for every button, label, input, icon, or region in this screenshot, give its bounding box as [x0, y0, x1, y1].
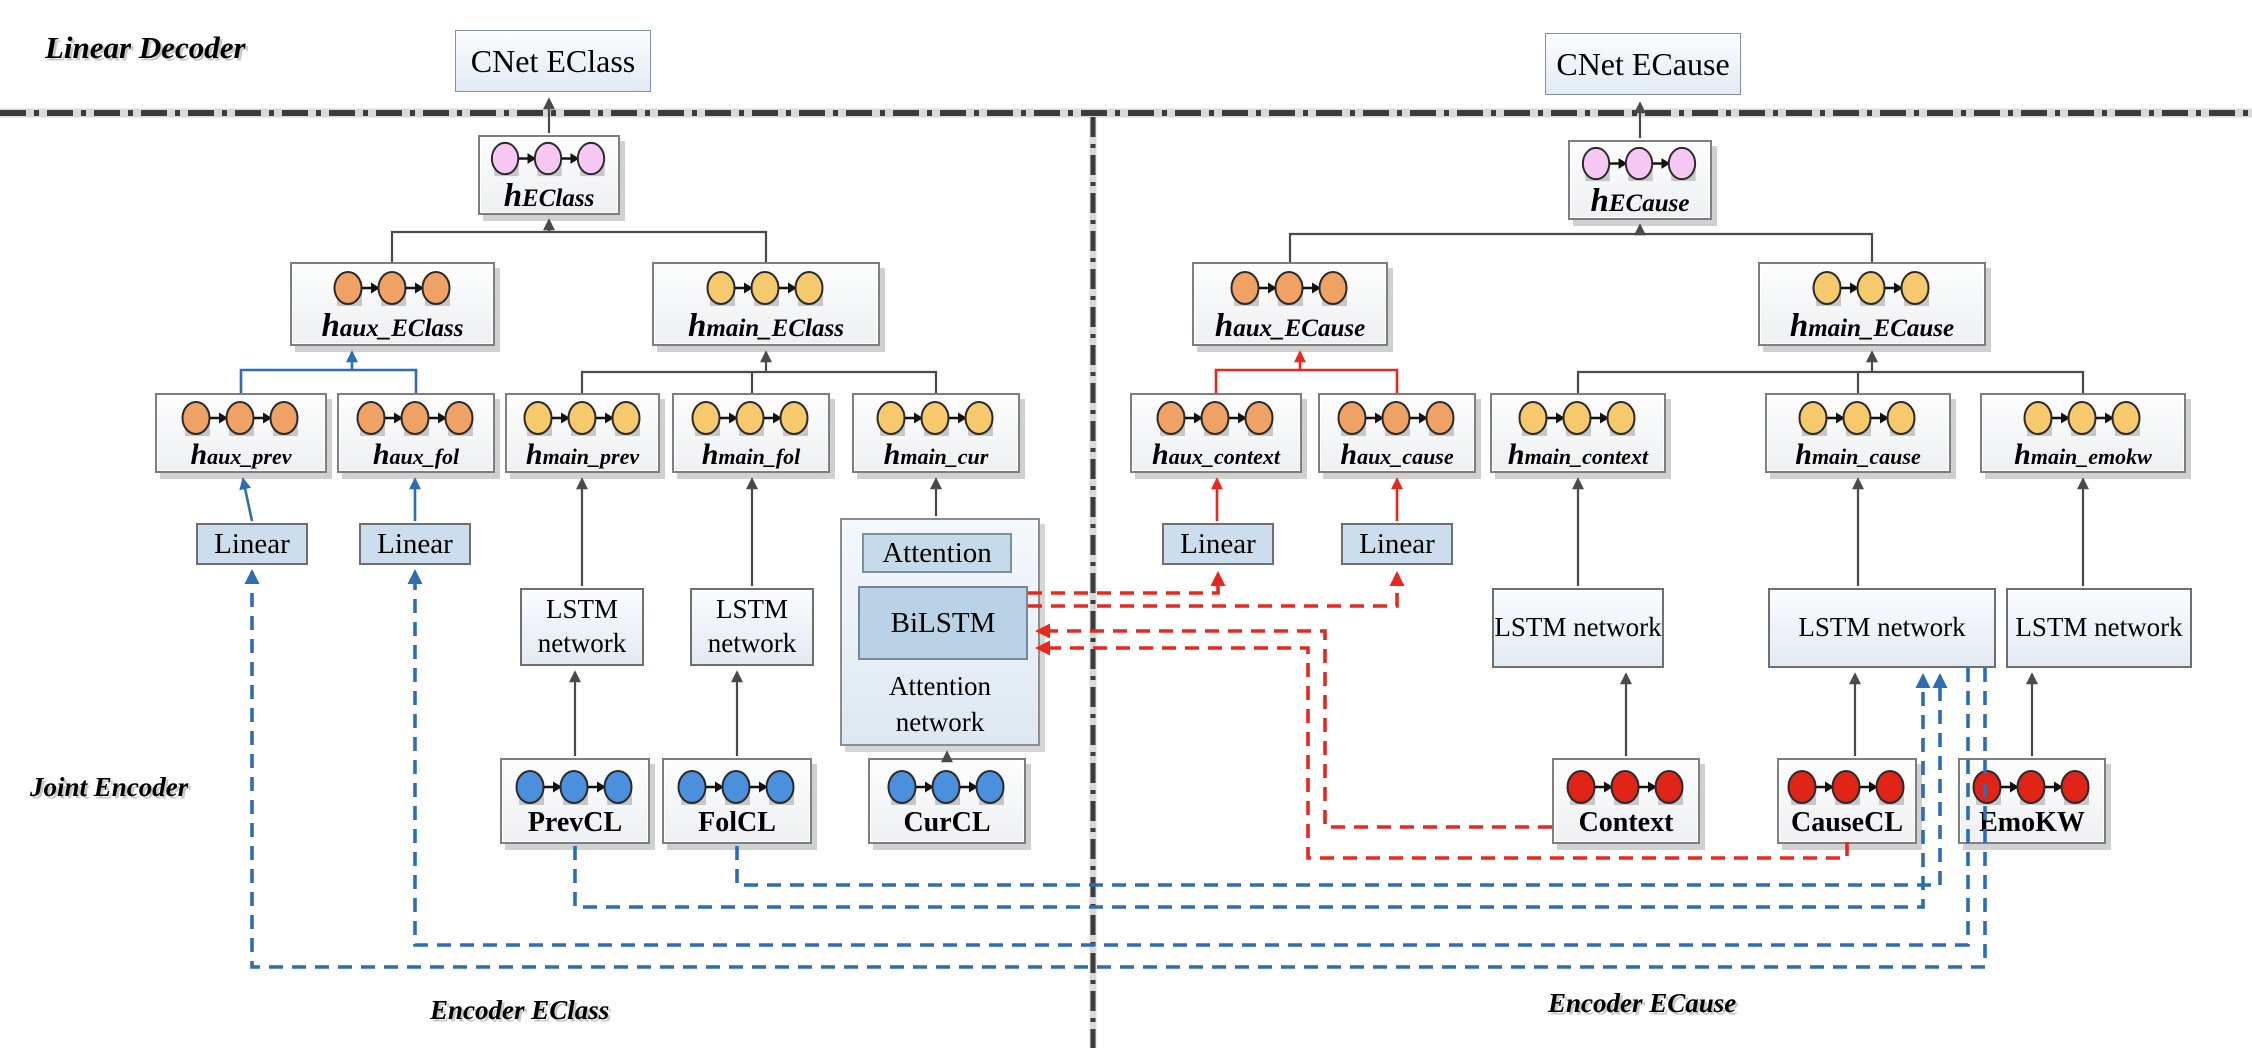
- rnn-box-folcl: FolCL: [662, 758, 812, 844]
- elbow-ecause-decoder: [1288, 232, 1874, 262]
- rnn-box-hmain_eclass: hmain_EClass: [652, 262, 880, 346]
- rnn-box-label: hmain_fol: [701, 438, 801, 471]
- rnn-cells-icon: [1230, 270, 1348, 306]
- rnn-box-label: hmain_prev: [525, 438, 640, 471]
- rnn-box-label: hmain_cur: [883, 438, 989, 471]
- rnn-box-haux_context: haux_context: [1130, 393, 1302, 473]
- section-label-linear-decoder: Linear Decoder: [45, 30, 246, 65]
- linear-box-aux-cause: Linear: [1341, 523, 1453, 565]
- rnn-box-label: hmain_cause: [1795, 438, 1921, 471]
- rnn-box-hmain_ecause: hmain_ECause: [1758, 262, 1986, 346]
- rnn-box-label: haux_ECause: [1214, 307, 1366, 344]
- rnn-box-h_ecause: hECause: [1568, 140, 1712, 220]
- rnn-box-label: haux_prev: [190, 438, 292, 471]
- lstm-network-box-emokw: LSTM network: [2006, 588, 2192, 668]
- rnn-cells-icon: [2023, 401, 2141, 436]
- rnn-box-hmain_cur: hmain_cur: [852, 393, 1020, 473]
- rnn-cells-icon: [1581, 146, 1697, 182]
- rnn-box-label: hmain_ECause: [1789, 307, 1955, 344]
- rnn-box-hmain_fol: hmain_fol: [672, 393, 830, 473]
- rnn-box-label: EmoKW: [1979, 807, 2085, 838]
- rnn-cells-icon: [887, 770, 1005, 805]
- attention-box: Attention: [862, 533, 1012, 573]
- rnn-box-label: haux_EClass: [321, 307, 464, 344]
- rnn-box-emokw: EmoKW: [1958, 758, 2106, 844]
- rnn-cells-icon: [515, 770, 633, 805]
- rnn-cells-icon: [1787, 770, 1905, 805]
- rnn-box-label: hmain_EClass: [688, 307, 844, 344]
- rnn-box-label: hmain_emokw: [2014, 438, 2152, 471]
- elbow-hmain-ecause: [1576, 370, 2085, 393]
- rnn-box-hmain_prev: hmain_prev: [505, 393, 660, 473]
- rnn-box-context: Context: [1552, 758, 1700, 844]
- rnn-cells-icon: [356, 401, 474, 436]
- red-dashed-connectors: [1028, 571, 1849, 860]
- rnn-box-hmain_cause: hmain_cause: [1765, 393, 1951, 473]
- rnn-cells-icon: [1972, 770, 2090, 805]
- rnn-box-label: hECause: [1590, 183, 1690, 219]
- arrow-linear-to-haux-prev: [239, 477, 254, 522]
- red-dash-bilstm-to-linear-cause: [1028, 571, 1405, 608]
- rnn-box-h_eclass: hEClass: [478, 135, 620, 215]
- rnn-box-prevcl: PrevCL: [500, 758, 650, 844]
- rnn-cells-icon: [677, 770, 795, 805]
- rnn-cells-icon: [706, 270, 824, 306]
- elbow-haux-eclass: [239, 368, 418, 393]
- rnn-cells-icon: [490, 141, 606, 177]
- rnn-box-haux_fol: haux_fol: [337, 393, 495, 473]
- rnn-box-label: haux_cause: [1340, 438, 1454, 471]
- linear-box-aux-prev: Linear: [196, 523, 308, 565]
- rnn-cells-icon: [876, 401, 994, 436]
- bilstm-box: BiLSTM: [858, 586, 1028, 660]
- rnn-box-causecl: CauseCL: [1777, 758, 1917, 844]
- rnn-box-label: haux_context: [1152, 438, 1280, 471]
- rnn-box-haux_eclass: haux_EClass: [290, 262, 495, 346]
- lstm-network-box-prev: LSTM network: [520, 588, 644, 666]
- cnet-ecause-box: CNet ECause: [1545, 33, 1741, 95]
- rnn-cells-icon: [1337, 401, 1455, 436]
- elbow-eclass-decoder: [390, 230, 768, 262]
- red-dash-context-to-bilstm: [1035, 623, 1552, 829]
- rnn-cells-icon: [181, 401, 299, 436]
- attention-network-label: Attention network: [889, 670, 991, 737]
- rnn-cells-icon: [1566, 770, 1684, 805]
- rnn-box-label: hmain_context: [1507, 438, 1649, 471]
- red-dash-causecl-to-bilstm: [1035, 640, 1849, 860]
- rnn-box-label: haux_fol: [372, 438, 460, 471]
- rnn-box-hmain_context: hmain_context: [1490, 393, 1666, 473]
- rnn-cells-icon: [523, 401, 640, 436]
- rnn-box-curcl: CurCL: [868, 758, 1026, 844]
- lstm-network-box-fol: LSTM network: [690, 588, 814, 666]
- linear-box-aux-context: Linear: [1162, 523, 1274, 565]
- rnn-cells-icon: [1798, 401, 1916, 436]
- red-dash-bilstm-to-linear-context: [1028, 571, 1226, 595]
- rnn-cells-icon: [691, 401, 809, 436]
- rnn-box-hmain_emokw: hmain_emokw: [1980, 393, 2186, 473]
- cnet-eclass-box: CNet EClass: [455, 30, 651, 92]
- section-label-joint-encoder: Joint Encoder: [30, 772, 189, 802]
- section-label-encoder-eclass: Encoder EClass: [430, 995, 610, 1025]
- elbow-haux-ecause: [1214, 368, 1399, 393]
- rnn-box-label: CauseCL: [1790, 807, 1903, 838]
- rnn-box-haux_cause: haux_cause: [1318, 393, 1476, 473]
- rnn-box-label: CurCL: [903, 807, 991, 838]
- section-label-encoder-ecause: Encoder ECause: [1548, 988, 1737, 1018]
- rnn-box-haux_ecause: haux_ECause: [1192, 262, 1388, 346]
- rnn-box-label: Context: [1578, 807, 1674, 838]
- rnn-box-haux_prev: haux_prev: [155, 393, 327, 473]
- rnn-cells-icon: [1518, 401, 1636, 436]
- rnn-cells-icon: [1156, 401, 1274, 436]
- elbow-hmain-eclass: [580, 370, 938, 393]
- rnn-cells-icon: [333, 270, 450, 306]
- lstm-network-box-cause: LSTM network: [1768, 588, 1996, 668]
- linear-box-aux-fol: Linear: [359, 523, 471, 565]
- rnn-box-label: FolCL: [698, 807, 776, 838]
- rnn-box-label: PrevCL: [527, 807, 623, 838]
- rnn-cells-icon: [1812, 270, 1930, 306]
- rnn-box-label: hEClass: [503, 178, 595, 214]
- lstm-network-box-context: LSTM network: [1492, 588, 1664, 668]
